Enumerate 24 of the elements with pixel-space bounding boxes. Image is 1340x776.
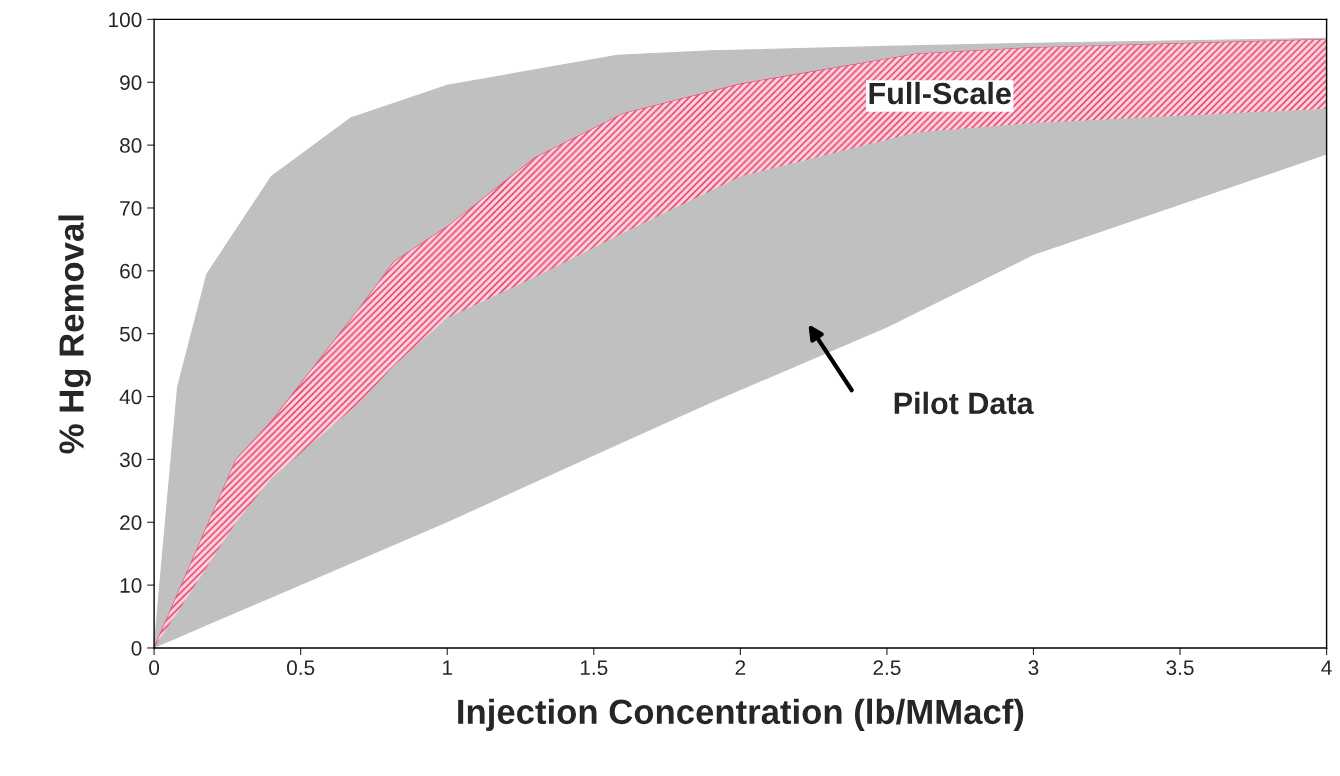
x-axis-title: Injection Concentration (lb/MMacf)	[458, 698, 1024, 731]
x-tick-label: 2	[735, 660, 746, 675]
x-tick-label: 4	[1321, 660, 1332, 675]
y-tick-label: 90	[120, 75, 142, 91]
x-tick-label: 3.5	[1166, 660, 1194, 676]
annotation: Pilot Data	[894, 391, 1034, 415]
y-tick-label: 20	[120, 515, 142, 530]
y-tick-label: 60	[120, 263, 142, 279]
annotation: Full-Scale	[869, 81, 1011, 105]
x-tick-label: 2.5	[873, 660, 901, 676]
y-tick-label: 10	[120, 578, 142, 593]
x-tick-label: 1.5	[580, 660, 608, 676]
x-tick-label: 1	[443, 660, 452, 675]
y-tick-label: 50	[119, 326, 142, 342]
y-tick-label: 0	[131, 640, 142, 656]
y-tick-label: 40	[119, 389, 142, 405]
y-axis-title: % Hg Removal	[58, 215, 91, 454]
x-tick-label: 0	[149, 660, 160, 676]
y-tick-label: 80	[120, 138, 142, 153]
y-tick-label: 30	[119, 452, 142, 468]
y-tick-label: 70	[120, 200, 142, 216]
x-tick-label: 0.5	[287, 660, 315, 676]
x-tick-label: 3	[1028, 660, 1039, 676]
y-tick-label: 100	[109, 12, 142, 28]
